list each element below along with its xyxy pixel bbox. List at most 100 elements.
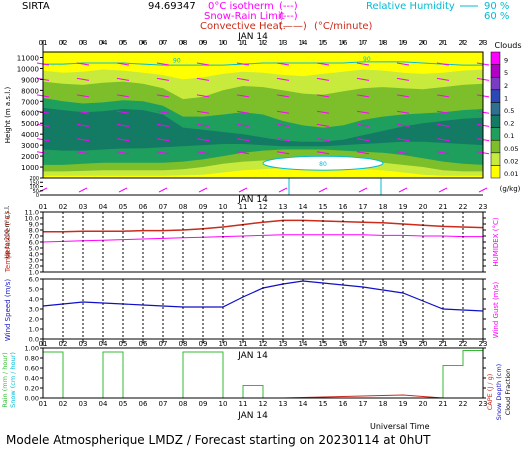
snow-axis-label: Snow (cm / hour) bbox=[9, 352, 17, 408]
hour-tick-label: 01 bbox=[39, 203, 48, 211]
hour-tick-label: 11 bbox=[239, 203, 248, 211]
hour-tick-label: 21 bbox=[439, 340, 448, 348]
wind-arrow bbox=[436, 138, 450, 142]
wind-arrow bbox=[356, 151, 370, 155]
wind-arrow bbox=[396, 62, 410, 66]
conv-contour-label: 80 bbox=[319, 161, 327, 168]
wind-arrow bbox=[436, 77, 450, 81]
wind-arrow bbox=[118, 187, 128, 193]
hour-tick-label: 18 bbox=[379, 39, 388, 47]
y-tick-label: 4000 bbox=[21, 131, 39, 139]
y-tick-label: 1.00 bbox=[25, 345, 39, 353]
colorbar-segment bbox=[490, 76, 501, 91]
y-tick-label: 11.0 bbox=[25, 209, 39, 217]
wind-arrow bbox=[198, 187, 208, 193]
hour-tick-label: 09 bbox=[199, 400, 208, 408]
hour-tick-label: 23 bbox=[479, 400, 488, 408]
hour-tick-label: 09 bbox=[199, 39, 208, 47]
wind-arrow bbox=[196, 62, 210, 66]
wind-arrow bbox=[318, 187, 328, 193]
cape-axis-label: CAPE (J / g) bbox=[486, 374, 494, 411]
wind-arrow bbox=[316, 138, 330, 142]
wind-arrow bbox=[156, 110, 170, 114]
wind-arrow bbox=[398, 187, 408, 193]
wind-arrow bbox=[316, 123, 330, 127]
wind-axis-label: Wind Speed (m/s) bbox=[4, 279, 12, 342]
wind-arrow bbox=[116, 62, 130, 66]
conv-dashes: (——) bbox=[279, 21, 307, 32]
y-tick-label: 2.0 bbox=[29, 316, 39, 324]
colorbar-segment bbox=[490, 114, 501, 128]
hour-tick-label: 02 bbox=[59, 340, 68, 348]
hour-tick-label: 19 bbox=[399, 400, 408, 408]
hour-tick-label: 06 bbox=[139, 39, 148, 47]
y-tick-label: 5.0 bbox=[29, 286, 39, 294]
wind-arrow bbox=[396, 94, 410, 98]
wind-arrow bbox=[396, 123, 410, 127]
hour-tick-label: 20 bbox=[419, 39, 428, 47]
wind-arrow bbox=[116, 138, 130, 142]
wind-arrow bbox=[278, 187, 288, 193]
hour-tick-label: 18 bbox=[379, 400, 388, 408]
universal-time-label: Universal Time bbox=[370, 422, 430, 431]
hour-tick-label: 08 bbox=[179, 203, 188, 211]
wind-arrow bbox=[236, 77, 250, 81]
hour-tick-label: 11 bbox=[239, 400, 248, 408]
hour-tick-label: 12 bbox=[259, 39, 268, 47]
y-tick-label: 150 bbox=[29, 180, 39, 186]
hour-tick-label: 15 bbox=[319, 39, 328, 47]
colorbar-segment bbox=[490, 51, 501, 65]
wind-arrow bbox=[156, 62, 170, 66]
hour-tick-label: 04 bbox=[99, 340, 108, 348]
hour-tick-label: 09 bbox=[199, 203, 208, 211]
isotherm-legend: 0°C isotherm bbox=[208, 1, 274, 12]
hour-tick-label: 11 bbox=[239, 39, 248, 47]
y-tick-label: 50 bbox=[33, 189, 39, 195]
rh-90-legend: 90 % bbox=[484, 1, 509, 12]
hour-tick-label: 13 bbox=[279, 340, 288, 348]
hour-tick-label: 16 bbox=[339, 39, 348, 47]
date-label: JAN 14 bbox=[237, 351, 268, 361]
low-axis-label: Up to 200 m a.s.l. bbox=[4, 205, 11, 258]
hour-tick-label: 07 bbox=[159, 400, 168, 408]
wind-arrow bbox=[196, 151, 210, 155]
wind-arrow bbox=[276, 138, 290, 142]
wind-arrow bbox=[76, 94, 90, 98]
wind-arrow bbox=[196, 110, 210, 114]
hour-tick-label: 12 bbox=[259, 203, 268, 211]
hour-tick-label: 16 bbox=[339, 400, 348, 408]
hour-tick-label: 10 bbox=[219, 400, 228, 408]
colorbar-segment bbox=[490, 165, 501, 179]
hour-tick-label: 01 bbox=[39, 400, 48, 408]
station-coords: 94.69347 bbox=[148, 1, 196, 12]
hour-tick-label: 07 bbox=[159, 340, 168, 348]
y-tick-label: 6.0 bbox=[29, 239, 39, 247]
hour-tick-label: 03 bbox=[79, 400, 88, 408]
hour-tick-label: 08 bbox=[179, 340, 188, 348]
y-tick-label: 0.0 bbox=[29, 336, 39, 344]
hour-tick-label: 05 bbox=[119, 203, 128, 211]
forecast-footer: Modele Atmospherique LMDZ / Forecast sta… bbox=[6, 433, 431, 447]
hour-tick-label: 01 bbox=[39, 39, 48, 47]
wind-arrow bbox=[356, 62, 370, 66]
hour-tick-label: 03 bbox=[79, 39, 88, 47]
y-tick-label: 2.0 bbox=[29, 263, 39, 271]
y-tick-label: 10000 bbox=[17, 65, 39, 73]
wind-arrow bbox=[276, 151, 290, 155]
hour-tick-label: 20 bbox=[419, 203, 428, 211]
y-tick-label: 0.00 bbox=[25, 395, 39, 403]
hour-tick-label: 04 bbox=[99, 203, 108, 211]
y-tick-label: 6000 bbox=[21, 109, 39, 117]
panel-frame-precip bbox=[42, 347, 484, 399]
wind-arrow bbox=[236, 110, 250, 114]
wind-arrow bbox=[396, 151, 410, 155]
hour-tick-label: 13 bbox=[279, 39, 288, 47]
y-tick-label: 0.80 bbox=[25, 355, 39, 363]
conv-units: (°C/minute) bbox=[314, 21, 373, 32]
wind-arrow bbox=[436, 94, 450, 98]
wind-arrow bbox=[76, 77, 90, 81]
y-tick-label: 8.0 bbox=[29, 227, 39, 235]
hour-tick-label: 21 bbox=[439, 39, 448, 47]
